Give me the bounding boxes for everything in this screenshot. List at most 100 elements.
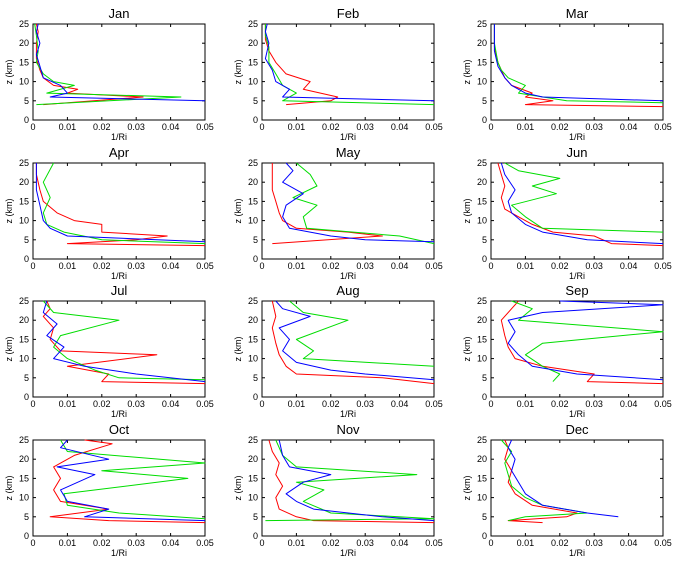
x-axis-label: 1/Ri [340,271,356,281]
y-tick-label: 25 [248,158,258,168]
y-tick-label: 10 [19,77,29,87]
panel-title: Sep [565,283,588,298]
series-line-green [265,439,435,522]
series-line-green [292,162,435,245]
y-tick-label: 10 [248,216,258,226]
y-tick-label: 0 [482,115,487,125]
panel-title: Aug [336,283,359,298]
y-tick-label: 5 [24,512,29,522]
y-tick-label: 5 [253,373,258,383]
y-tick-label: 0 [24,115,29,125]
plot-frame [261,23,435,121]
y-tick-label: 5 [24,373,29,383]
y-tick-label: 15 [19,57,29,67]
y-tick-label: 20 [19,38,29,48]
plot-frame [32,439,206,537]
panel-title: Apr [109,145,130,160]
panel-title: Feb [337,6,359,21]
y-tick-label: 10 [248,493,258,503]
y-tick-label: 0 [253,254,258,264]
y-tick-label: 0 [24,392,29,402]
y-tick-label: 20 [248,315,258,325]
y-axis-label: z (km) [462,337,472,362]
x-tick-label: 0 [259,122,264,132]
y-tick-label: 10 [477,493,487,503]
series-line-blue [507,300,664,381]
series-line-red [493,24,664,108]
plot-frame [261,439,435,537]
x-tick-label: 0.02 [322,122,340,132]
x-axis-label: 1/Ri [569,271,585,281]
panel-title: Oct [109,422,130,437]
x-tick-label: 0.05 [654,538,672,548]
y-tick-label: 0 [253,392,258,402]
y-tick-label: 15 [248,473,258,483]
y-tick-label: 0 [482,531,487,541]
x-tick-label: 0 [488,261,493,271]
y-tick-label: 25 [248,296,258,306]
y-tick-label: 0 [253,531,258,541]
y-axis-label: z (km) [462,199,472,224]
y-axis-label: z (km) [4,199,14,224]
series-line-green [504,162,664,233]
x-tick-label: 0.04 [391,399,409,409]
plot-frame [490,439,664,537]
panel-sep: Sep 0 0.01 0.02 0.03 0.04 0.05 0 5 10 15 20 25 1/Ri z … [462,283,672,419]
x-tick-label: 0.03 [356,122,374,132]
y-axis-label: z (km) [462,60,472,85]
x-tick-label: 0.03 [585,399,603,409]
y-tick-label: 5 [253,96,258,106]
panel-title: Dec [565,422,589,437]
series-line-red [49,439,206,524]
y-tick-label: 15 [19,334,29,344]
y-tick-label: 25 [477,435,487,445]
x-axis-label: 1/Ri [111,548,127,558]
series-line-red [268,439,435,524]
y-tick-label: 5 [24,235,29,245]
y-tick-label: 20 [248,454,258,464]
x-tick-label: 0 [259,261,264,271]
x-tick-label: 0.05 [654,122,672,132]
y-tick-label: 5 [253,235,258,245]
series-line-red [42,300,206,385]
x-tick-label: 0.01 [288,261,306,271]
y-tick-label: 25 [477,158,487,168]
x-tick-label: 0.03 [585,122,603,132]
panel-may: May 0 0.01 0.02 0.03 0.04 0.05 0 5 10 15 20 25 1/Ri z … [233,145,443,281]
x-tick-label: 0.02 [93,399,111,409]
panel-title: Jun [567,145,588,160]
x-tick-label: 0.05 [196,261,214,271]
series-line-green [264,24,435,106]
x-tick-label: 0 [30,122,35,132]
y-tick-label: 10 [19,354,29,364]
y-tick-label: 20 [477,454,487,464]
x-tick-label: 0.01 [288,399,306,409]
y-tick-label: 5 [482,512,487,522]
y-axis-label: z (km) [4,476,14,501]
x-tick-label: 0 [488,538,493,548]
x-tick-label: 0.05 [425,261,443,271]
y-tick-label: 10 [477,354,487,364]
x-tick-label: 0.02 [551,538,569,548]
y-tick-label: 15 [19,196,29,206]
y-tick-label: 25 [477,19,487,29]
y-tick-label: 20 [477,315,487,325]
x-tick-label: 0.02 [322,261,340,271]
panel-title: Mar [566,6,589,21]
y-tick-label: 0 [482,254,487,264]
x-tick-label: 0.02 [93,538,111,548]
panel-aug: Aug 0 0.01 0.02 0.03 0.04 0.05 0 5 10 15 20 25 1/Ri z … [233,283,443,419]
panel-nov: Nov 0 0.01 0.02 0.03 0.04 0.05 0 5 10 15 20 25 1/Ri z … [233,422,443,558]
y-tick-label: 15 [248,57,258,67]
x-tick-label: 0.05 [654,261,672,271]
series-line-red [35,23,144,106]
series-line-blue [35,163,206,243]
series-line-red [504,439,578,524]
series-line-blue [35,23,206,102]
x-tick-label: 0.05 [425,399,443,409]
y-tick-label: 15 [477,196,487,206]
y-tick-label: 10 [477,77,487,87]
y-tick-label: 15 [477,57,487,67]
series-line-red [271,300,435,385]
x-tick-label: 0.03 [356,261,374,271]
